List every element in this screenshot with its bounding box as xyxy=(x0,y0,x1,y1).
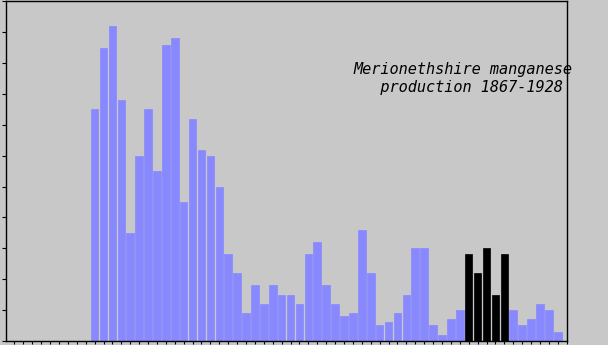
Bar xyxy=(483,248,490,341)
Bar xyxy=(510,310,517,341)
Bar xyxy=(429,325,437,341)
Bar xyxy=(527,319,535,341)
Bar xyxy=(322,285,330,341)
Text: Merionethshire manganese
   production 1867-1928: Merionethshire manganese production 1867… xyxy=(353,62,573,95)
Bar xyxy=(126,233,134,341)
Bar xyxy=(144,109,152,341)
Bar xyxy=(447,319,455,341)
Bar xyxy=(162,45,170,341)
Bar xyxy=(385,322,392,341)
Bar xyxy=(251,285,259,341)
Bar xyxy=(198,149,206,341)
Bar xyxy=(393,313,401,341)
Bar xyxy=(180,202,187,341)
Bar xyxy=(109,26,116,341)
Bar xyxy=(536,304,544,341)
Bar xyxy=(349,313,357,341)
Bar xyxy=(376,325,384,341)
Bar xyxy=(314,242,321,341)
Bar xyxy=(420,248,428,341)
Bar xyxy=(295,304,303,341)
Bar xyxy=(153,171,161,341)
Bar xyxy=(171,38,179,341)
Bar xyxy=(358,230,365,341)
Bar xyxy=(492,295,499,341)
Bar xyxy=(402,295,410,341)
Bar xyxy=(189,119,196,341)
Bar xyxy=(100,48,108,341)
Bar xyxy=(269,285,277,341)
Bar xyxy=(136,156,143,341)
Bar xyxy=(367,273,375,341)
Bar xyxy=(260,304,268,341)
Bar xyxy=(331,304,339,341)
Bar xyxy=(500,254,508,341)
Bar xyxy=(519,325,526,341)
Bar xyxy=(224,254,232,341)
Bar xyxy=(215,187,223,341)
Bar xyxy=(305,254,312,341)
Bar xyxy=(91,109,98,341)
Bar xyxy=(474,273,482,341)
Bar xyxy=(412,248,419,341)
Bar xyxy=(242,313,250,341)
Bar xyxy=(554,332,562,341)
Bar xyxy=(545,310,553,341)
Bar xyxy=(456,310,463,341)
Bar xyxy=(207,156,214,341)
Bar xyxy=(438,335,446,341)
Bar xyxy=(287,295,294,341)
Bar xyxy=(117,100,125,341)
Bar xyxy=(233,273,241,341)
Bar xyxy=(465,254,472,341)
Bar xyxy=(278,295,285,341)
Bar xyxy=(340,316,348,341)
